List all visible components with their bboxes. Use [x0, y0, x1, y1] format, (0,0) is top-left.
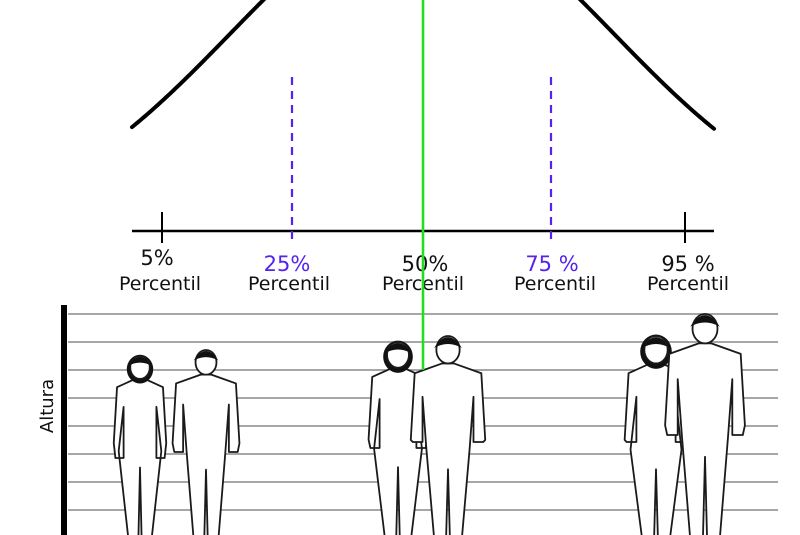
figure-body	[409, 362, 487, 535]
percentile-5-value: 5%	[140, 246, 173, 270]
figure-body	[171, 373, 241, 535]
human-figures	[112, 313, 746, 535]
height-axis-title: Altura	[37, 379, 58, 433]
percentile-95-label: Percentil	[647, 273, 729, 295]
figure-body	[112, 378, 168, 535]
figure-hair-top	[128, 356, 152, 366]
percentile-25-value: 25%	[264, 252, 311, 276]
height-axis-bar	[61, 305, 67, 535]
figure-hair-top	[690, 315, 720, 327]
figure-hair-top	[385, 343, 411, 354]
percentile-labels: 5% Percentil 25% Percentil 50% Percentil…	[119, 246, 729, 295]
percentile-5-label: Percentil	[119, 273, 201, 295]
percentile-75-value: 75 %	[525, 252, 578, 276]
figure-hair-top	[193, 350, 219, 361]
male-figure	[664, 313, 746, 535]
figure-hair-top	[642, 337, 670, 348]
percentile-95-value: 95 %	[661, 252, 714, 276]
male-figure	[409, 335, 487, 535]
percentile-75-label: Percentil	[514, 273, 596, 295]
figure-body	[664, 342, 746, 535]
percentile-50-value: 50%	[402, 252, 449, 276]
figure-hair-top	[434, 337, 462, 348]
female-figure	[112, 354, 168, 535]
normal-distribution-curve	[130, 0, 716, 131]
percentile-25-label: Percentil	[248, 273, 330, 295]
male-figure	[171, 349, 241, 535]
